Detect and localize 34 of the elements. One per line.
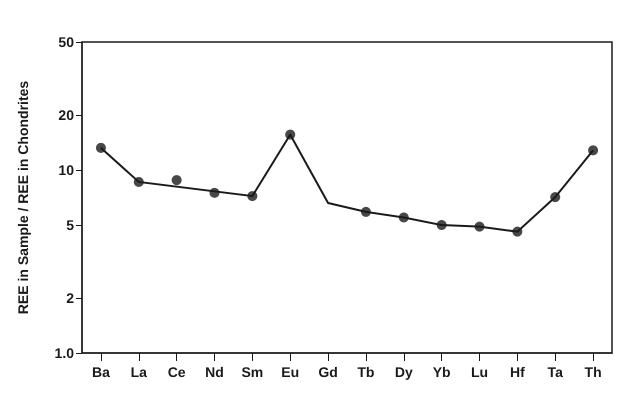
x-tick-label: Hf xyxy=(510,364,526,380)
point xyxy=(285,130,296,140)
point xyxy=(550,192,560,202)
point xyxy=(398,212,409,222)
point xyxy=(360,206,371,217)
point xyxy=(474,222,484,232)
y-tick-label: 50 xyxy=(58,34,74,50)
point xyxy=(512,226,522,237)
point xyxy=(588,145,598,156)
y-tick-label: 2 xyxy=(66,290,74,306)
x-tick-label: Tb xyxy=(357,364,374,380)
y-tick-label: 10 xyxy=(58,162,74,178)
x-tick-label: Sm xyxy=(241,364,264,380)
x-tick-label: Ta xyxy=(548,364,564,380)
x-tick-label: La xyxy=(130,364,148,380)
x-tick-label: Dy xyxy=(394,364,413,380)
point xyxy=(436,220,447,230)
x-tick-label: Yb xyxy=(432,364,451,380)
point xyxy=(134,176,144,187)
x-tick-label: Th xyxy=(584,364,602,380)
point xyxy=(247,191,258,202)
x-tick-label: Lu xyxy=(470,364,488,380)
x-tick-label: Gd xyxy=(318,364,338,380)
point xyxy=(210,188,220,198)
x-tick-label: Nd xyxy=(205,364,224,380)
x-tick-label: Ba xyxy=(92,364,110,380)
y-tick-label: 5 xyxy=(66,217,74,234)
y-tick-label: 20 xyxy=(58,106,74,123)
y-axis-title: REE in Sample / REE in Chondrites xyxy=(15,80,31,314)
point xyxy=(172,175,182,186)
point xyxy=(96,142,106,153)
x-tick-label: Ce xyxy=(168,364,186,380)
x-tick-label: Eu xyxy=(281,364,300,380)
y-tick-label: 1.0 xyxy=(54,345,74,361)
